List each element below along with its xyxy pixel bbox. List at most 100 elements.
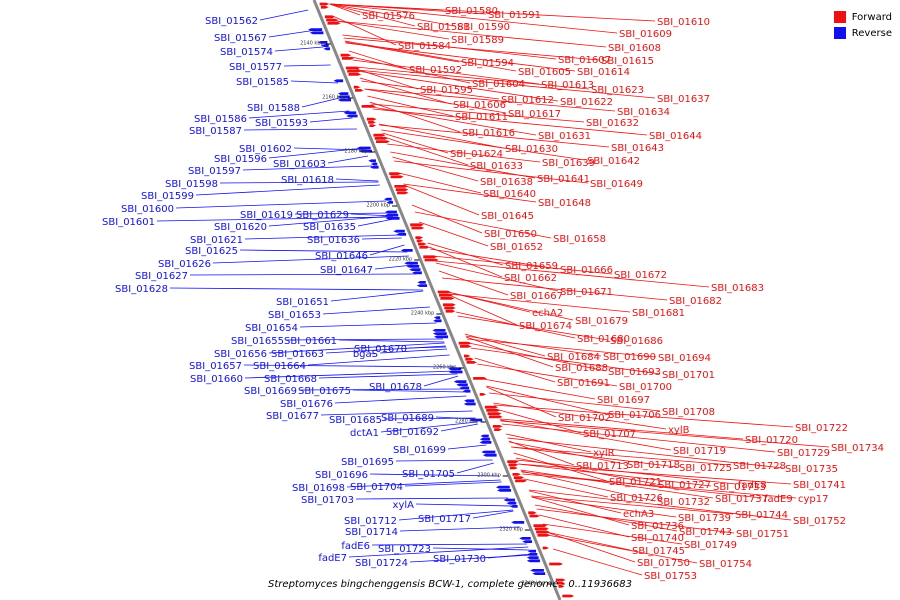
- forward-gene-feature: [444, 306, 456, 310]
- reverse-leader-line: [357, 218, 394, 227]
- forward-leader-line: [369, 101, 461, 133]
- forward-gene-label: SBI_01701: [662, 370, 715, 381]
- forward-gene-label: SBI_01700: [619, 382, 672, 393]
- forward-gene-feature: [394, 185, 409, 188]
- forward-gene-label: SBI_01623: [591, 85, 644, 96]
- forward-leader-line: [529, 490, 622, 514]
- reverse-gene-label: SBI_01699: [393, 445, 446, 456]
- forward-gene-feature: [319, 2, 330, 6]
- forward-gene-feature: [487, 412, 502, 415]
- reverse-gene-feature: [448, 367, 462, 371]
- reverse-gene-label: SBI_01567: [214, 33, 267, 44]
- forward-gene-label: SBI_01707: [583, 429, 636, 440]
- forward-gene-feature: [419, 245, 430, 249]
- forward-gene-label: SBI_01609: [619, 29, 672, 40]
- reverse-gene-label: SBI_01723: [378, 544, 431, 555]
- forward-gene-feature: [415, 236, 424, 239]
- reverse-leader-line: [408, 346, 447, 349]
- reverse-leader-line: [379, 348, 448, 354]
- forward-gene-label: SBI_01728: [733, 461, 786, 472]
- reverse-leader-line: [369, 473, 500, 477]
- forward-gene-feature: [440, 297, 455, 300]
- reverse-leader-line: [404, 481, 502, 487]
- reverse-leader-line: [294, 212, 392, 215]
- forward-gene-label: SBI_01741: [793, 480, 846, 491]
- reverse-leader-line: [440, 423, 478, 432]
- forward-gene-label: SBI_01727: [658, 480, 711, 491]
- reverse-gene-feature: [412, 271, 422, 275]
- forward-gene-feature: [562, 594, 575, 598]
- reverse-gene-feature: [506, 501, 517, 505]
- genome-caption: Streptomyces bingchenggensis BCW-1, comp…: [268, 579, 632, 590]
- forward-gene-label: SBI_01754: [699, 559, 752, 570]
- forward-leader-line: [486, 385, 607, 415]
- forward-gene-feature: [348, 73, 362, 76]
- reverse-leader-line: [307, 354, 450, 366]
- forward-gene-feature: [445, 309, 456, 313]
- forward-gene-label: SBI_01694: [658, 353, 711, 364]
- reverse-gene-label: SBI_01629: [296, 210, 349, 221]
- reverse-gene-label: SBI_01703: [301, 495, 354, 506]
- reverse-gene-label: SBI_01574: [220, 47, 273, 58]
- forward-gene-label: SBI_01591: [488, 10, 541, 21]
- forward-leader-line: [381, 129, 586, 161]
- reverse-gene-label: SBI_01717: [418, 514, 471, 525]
- reverse-gene-feature: [530, 569, 544, 572]
- forward-gene-label: SBI_01606: [453, 100, 506, 111]
- reverse-gene-feature: [503, 498, 515, 502]
- reverse-gene-label: SBI_01660: [190, 374, 243, 385]
- reverse-gene-feature: [522, 540, 533, 543]
- forward-leader-line: [511, 446, 732, 466]
- forward-gene-feature: [492, 425, 503, 428]
- forward-gene-label: SBI_01590: [457, 22, 510, 33]
- forward-gene-feature: [324, 15, 336, 19]
- reverse-leader-line: [268, 147, 365, 159]
- reverse-gene-label: fadE6: [341, 541, 370, 552]
- forward-leader-line: [438, 270, 509, 296]
- reverse-gene-label: SBI_01646: [315, 251, 368, 262]
- reverse-leader-line: [350, 213, 393, 217]
- forward-leader-line: [432, 255, 613, 275]
- forward-gene-label: xylR: [593, 448, 615, 459]
- reverse-gene-feature: [479, 437, 491, 441]
- forward-leader-line: [501, 423, 776, 453]
- forward-leader-line: [370, 103, 585, 123]
- forward-leader-line: [403, 183, 537, 203]
- reverse-gene-label: SBI_01656: [214, 349, 267, 360]
- reverse-gene-label: SBI_01704: [350, 482, 403, 493]
- reverse-gene-label: SBI_01586: [194, 114, 247, 125]
- forward-gene-label: SBI_01718: [627, 460, 680, 471]
- reverse-gene-label: SBI_01655: [231, 336, 284, 347]
- forward-gene-label: fadE9: [764, 494, 793, 505]
- forward-gene-label: echA3: [623, 509, 654, 520]
- reverse-swatch-icon: [833, 27, 846, 39]
- reverse-gene-feature: [480, 434, 489, 438]
- forward-gene-label: SBI_01649: [590, 179, 643, 190]
- reverse-gene-label: SBI_01705: [402, 469, 455, 480]
- reverse-gene-label: SBI_01598: [165, 179, 218, 190]
- reverse-gene-label: SBI_01714: [345, 527, 398, 538]
- forward-gene-label: SBI_01615: [601, 56, 654, 67]
- reverse-leader-line: [298, 388, 464, 391]
- kbp-tick-label: 2340 kbp: [521, 581, 545, 587]
- reverse-leader-line: [352, 389, 465, 393]
- reverse-gene-feature: [482, 453, 497, 457]
- forward-leader-line: [466, 338, 657, 358]
- reverse-gene-feature: [456, 383, 468, 387]
- reverse-leader-line: [169, 287, 423, 291]
- reverse-gene-label: SBI_01698: [292, 483, 345, 494]
- forward-gene-label: SBI_01594: [461, 58, 514, 69]
- reverse-leader-line: [395, 459, 493, 462]
- reverse-leader-line: [369, 244, 405, 256]
- forward-gene-feature: [373, 133, 386, 137]
- reverse-gene-label: SBI_01647: [320, 265, 373, 276]
- reverse-gene-feature: [526, 559, 540, 563]
- forward-leader-line: [528, 489, 792, 521]
- forward-gene-feature: [486, 409, 501, 412]
- forward-gene-label: SBI_01688: [555, 363, 608, 374]
- forward-gene-label: SBI_01733: [713, 482, 766, 493]
- reverse-leader-line: [348, 546, 529, 558]
- reverse-gene-feature: [433, 316, 441, 319]
- forward-gene-label: SBI_01736: [631, 521, 684, 532]
